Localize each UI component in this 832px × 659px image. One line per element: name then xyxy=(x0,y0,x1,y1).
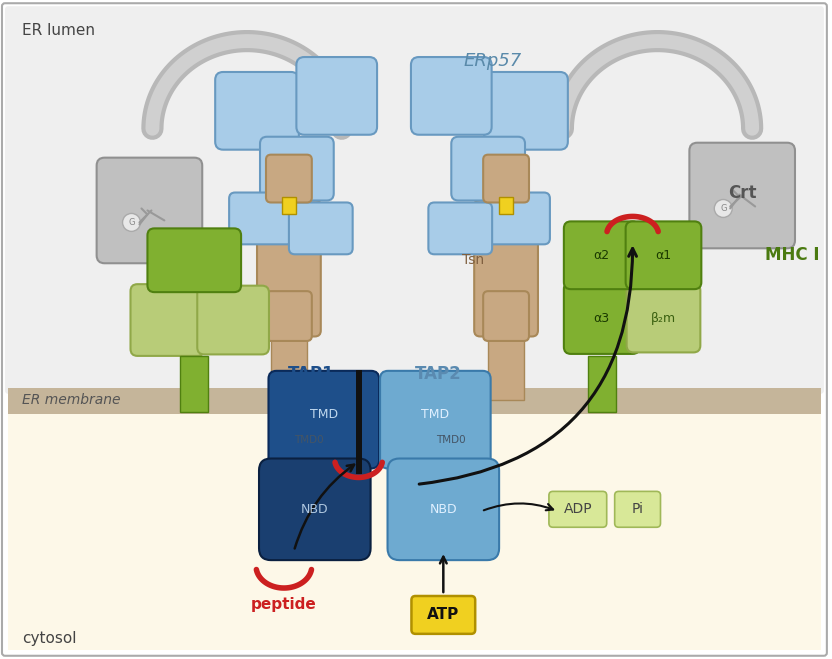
Text: α1: α1 xyxy=(656,249,671,262)
Text: TMD0: TMD0 xyxy=(294,434,324,445)
Text: β₂m: β₂m xyxy=(651,312,676,324)
FancyBboxPatch shape xyxy=(412,596,475,634)
Text: G: G xyxy=(720,204,726,213)
Bar xyxy=(271,340,307,400)
Bar xyxy=(181,356,208,412)
FancyBboxPatch shape xyxy=(259,459,370,560)
FancyBboxPatch shape xyxy=(197,285,269,355)
FancyBboxPatch shape xyxy=(483,155,529,202)
Circle shape xyxy=(122,214,141,231)
FancyBboxPatch shape xyxy=(549,492,607,527)
FancyBboxPatch shape xyxy=(615,492,661,527)
Text: G: G xyxy=(128,218,135,227)
FancyBboxPatch shape xyxy=(483,291,529,341)
FancyBboxPatch shape xyxy=(266,155,312,202)
FancyBboxPatch shape xyxy=(131,284,204,356)
Bar xyxy=(282,196,296,214)
FancyBboxPatch shape xyxy=(269,371,379,469)
FancyBboxPatch shape xyxy=(215,72,299,150)
Text: Pi: Pi xyxy=(631,502,644,516)
Bar xyxy=(355,370,362,474)
FancyBboxPatch shape xyxy=(5,6,824,394)
Bar xyxy=(587,356,616,412)
Text: Crt: Crt xyxy=(728,183,756,202)
Circle shape xyxy=(715,200,732,217)
Text: ER lumen: ER lumen xyxy=(22,23,95,38)
FancyBboxPatch shape xyxy=(626,283,701,353)
Bar xyxy=(8,414,821,650)
Text: α3: α3 xyxy=(594,312,610,324)
Bar xyxy=(488,340,524,400)
FancyBboxPatch shape xyxy=(296,57,377,134)
FancyBboxPatch shape xyxy=(229,192,293,244)
Text: ERp57: ERp57 xyxy=(464,52,522,70)
FancyBboxPatch shape xyxy=(281,374,337,436)
FancyBboxPatch shape xyxy=(411,57,492,134)
Text: TMD: TMD xyxy=(421,408,449,421)
Text: NBD: NBD xyxy=(429,503,457,516)
FancyBboxPatch shape xyxy=(388,459,499,560)
FancyBboxPatch shape xyxy=(486,192,550,244)
FancyBboxPatch shape xyxy=(474,200,538,337)
Text: TMD: TMD xyxy=(310,408,338,421)
Text: TAP2: TAP2 xyxy=(415,365,462,383)
FancyBboxPatch shape xyxy=(423,374,479,436)
Text: TAP1: TAP1 xyxy=(288,365,334,383)
FancyBboxPatch shape xyxy=(260,136,334,200)
FancyBboxPatch shape xyxy=(626,221,701,289)
FancyBboxPatch shape xyxy=(147,229,241,292)
Bar xyxy=(499,196,513,214)
Text: NBD: NBD xyxy=(301,503,329,516)
FancyBboxPatch shape xyxy=(97,158,202,263)
FancyBboxPatch shape xyxy=(289,202,353,254)
Text: cytosol: cytosol xyxy=(22,631,77,646)
Text: ATP: ATP xyxy=(427,608,459,622)
Text: MHC I: MHC I xyxy=(765,246,820,264)
Bar xyxy=(8,387,821,414)
FancyBboxPatch shape xyxy=(257,200,321,337)
Text: peptide: peptide xyxy=(251,597,317,612)
FancyBboxPatch shape xyxy=(380,371,491,469)
Text: TMD0: TMD0 xyxy=(437,434,466,445)
FancyBboxPatch shape xyxy=(564,282,640,354)
FancyBboxPatch shape xyxy=(266,291,312,341)
FancyBboxPatch shape xyxy=(484,72,568,150)
FancyBboxPatch shape xyxy=(564,221,640,289)
Text: Tsn: Tsn xyxy=(462,253,484,268)
FancyBboxPatch shape xyxy=(690,143,795,248)
Text: ADP: ADP xyxy=(563,502,592,516)
FancyBboxPatch shape xyxy=(428,202,493,254)
Text: α2: α2 xyxy=(594,249,610,262)
FancyBboxPatch shape xyxy=(451,136,525,200)
Text: ER membrane: ER membrane xyxy=(22,393,121,407)
